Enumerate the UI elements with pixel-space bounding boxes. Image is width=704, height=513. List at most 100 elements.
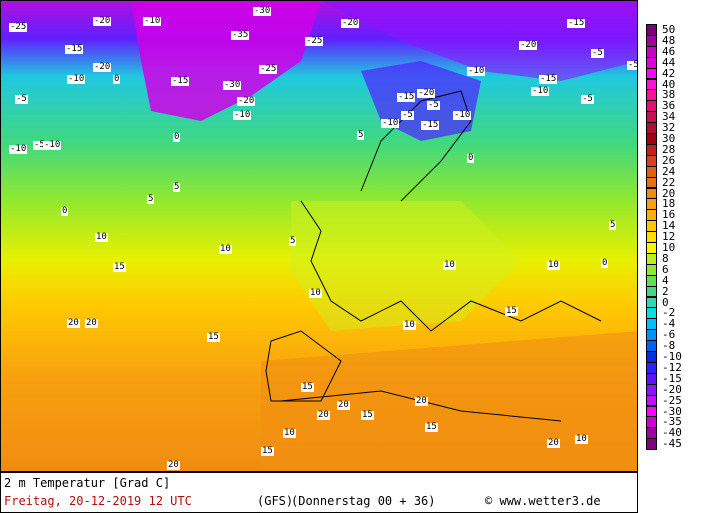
- temperature-label: -10: [531, 86, 550, 96]
- temperature-label: 20: [415, 396, 428, 406]
- temperature-label: 15: [425, 422, 438, 432]
- legend-label: -25: [662, 393, 682, 407]
- temperature-label: 15: [261, 446, 274, 456]
- temperature-label: 10: [403, 320, 416, 330]
- temperature-label: 20: [67, 318, 80, 328]
- temperature-label: -35: [231, 30, 250, 40]
- temperature-label: -15: [567, 18, 586, 28]
- temperature-label: -10: [467, 66, 486, 76]
- legend-label: 32: [662, 121, 676, 135]
- temperature-label: -5: [627, 60, 638, 70]
- legend-label: -20: [662, 382, 682, 396]
- temperature-label: -10: [67, 74, 86, 84]
- temperature-label: 20: [317, 410, 330, 420]
- temperature-label: 15: [301, 382, 314, 392]
- temperature-label: -5: [427, 100, 440, 110]
- copyright: © www.wetter3.de: [485, 494, 601, 508]
- legend-label: 8: [662, 251, 669, 265]
- temperature-label: -10: [381, 118, 400, 128]
- legend-label: 34: [662, 110, 676, 124]
- temperature-label: 20: [547, 438, 560, 448]
- temperature-label: -5: [401, 110, 414, 120]
- temperature-label: -20: [417, 88, 436, 98]
- temperature-label: -15: [421, 120, 440, 130]
- legend-label: 12: [662, 230, 676, 244]
- temperature-label: 15: [361, 410, 374, 420]
- temperature-label: 20: [167, 460, 180, 470]
- legend-label: -30: [662, 404, 682, 418]
- legend-label: 28: [662, 142, 676, 156]
- legend-label: 6: [662, 262, 669, 276]
- legend-label: 2: [662, 284, 669, 298]
- temperature-label: -15: [539, 74, 558, 84]
- temperature-label: 10: [547, 260, 560, 270]
- temperature-label: -30: [253, 6, 272, 16]
- temperature-label: 10: [95, 232, 108, 242]
- legend-label: 18: [662, 197, 676, 211]
- temperature-label: -25: [9, 22, 28, 32]
- temperature-label: -25: [305, 36, 324, 46]
- legend-label: 20: [662, 186, 676, 200]
- temperature-label: -5: [591, 48, 604, 58]
- legend-label: -2: [662, 306, 676, 320]
- temperature-label: 10: [309, 288, 322, 298]
- legend-label: 50: [662, 23, 676, 36]
- legend-label: 22: [662, 175, 676, 189]
- temperature-label: -10: [43, 140, 62, 150]
- temperature-label: 0: [113, 74, 121, 84]
- temperature-label: -20: [93, 16, 112, 26]
- temperature-label: 0: [601, 258, 609, 268]
- temperature-label: 0: [61, 206, 69, 216]
- temperature-label: -5: [581, 94, 594, 104]
- legend-label: -35: [662, 415, 682, 429]
- temperature-label: -25: [259, 64, 278, 74]
- legend-label: 46: [662, 44, 676, 58]
- temperature-label: -10: [143, 16, 162, 26]
- temperature-label: 5: [357, 130, 365, 140]
- legend-label: -45: [662, 437, 682, 451]
- color-legend: 50 48 46 44 42 40 38 36 34 32 30 28 26 24 22 20 18 16 14 12…: [646, 24, 702, 460]
- temperature-label: 0: [173, 132, 181, 142]
- legend-label: 16: [662, 208, 676, 222]
- temperature-label: -5: [33, 140, 46, 150]
- temperature-label: 10: [575, 434, 588, 444]
- temperature-label: -10: [453, 110, 472, 120]
- temperature-label: 5: [173, 182, 181, 192]
- legend-label: -4: [662, 317, 676, 331]
- temperature-label: 10: [443, 260, 456, 270]
- temperature-label: -20: [519, 40, 538, 50]
- legend-label: 48: [662, 33, 676, 47]
- legend-label: -8: [662, 339, 676, 353]
- legend-label: 44: [662, 55, 676, 69]
- temperature-label: 15: [505, 306, 518, 316]
- temperature-label: -20: [341, 18, 360, 28]
- legend-label: -40: [662, 426, 682, 440]
- map-footer: 2 m Temperatur [Grad C] Freitag, 20-12-2…: [0, 472, 638, 513]
- temperature-label: 20: [85, 318, 98, 328]
- legend-label: 14: [662, 219, 676, 233]
- legend-label: 36: [662, 99, 676, 113]
- legend-label: -12: [662, 360, 682, 374]
- temperature-label: -15: [397, 92, 416, 102]
- mild-region-europe: [291, 201, 521, 331]
- temperature-label: 5: [147, 194, 155, 204]
- temperature-label: 20: [337, 400, 350, 410]
- temperature-label: 10: [283, 428, 296, 438]
- legend-label: -6: [662, 328, 676, 342]
- legend-label: 38: [662, 88, 676, 102]
- temperature-label: 5: [289, 236, 297, 246]
- valid-time: Freitag, 20-12-2019 12 UTC: [4, 494, 192, 508]
- temperature-label: -5: [15, 94, 28, 104]
- legend-swatch: [646, 438, 657, 451]
- legend-label: 42: [662, 66, 676, 80]
- temperature-label: 5: [609, 220, 617, 230]
- cold-region-greenland: [131, 1, 321, 121]
- legend-label: 30: [662, 132, 676, 145]
- model-run: (Donnerstag 00 + 36): [291, 494, 436, 508]
- legend-label: 26: [662, 153, 676, 167]
- warm-region-africa: [261, 331, 637, 471]
- legend-label: 40: [662, 77, 676, 91]
- temperature-map: -25 -20 -10 -30 -20 -30 -25 -20 -10 -15 -20 -10 -5 -1…: [0, 0, 638, 472]
- temperature-label: 15: [113, 262, 126, 272]
- temperature-label: 0: [467, 153, 475, 163]
